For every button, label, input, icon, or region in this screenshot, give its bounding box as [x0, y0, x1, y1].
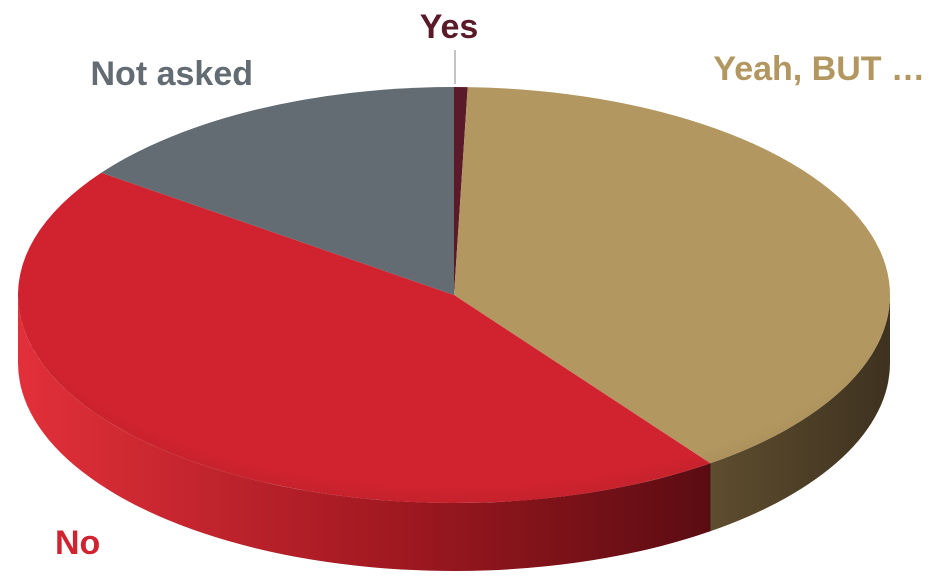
pie-sides [18, 295, 890, 571]
pie-side-no [18, 295, 711, 571]
data-label-yeah-but: Yeah, BUT … [713, 50, 925, 88]
data-label-no: No [55, 524, 100, 562]
pie-tops [17, 86, 891, 504]
pie-top-rim-shade [18, 87, 890, 503]
pie-side-yeah-but [710, 295, 890, 532]
pie-labels: Yes Yeah, BUT … No Not asked [55, 8, 925, 562]
data-label-yes: Yes [420, 8, 479, 46]
data-label-not-asked: Not asked [91, 55, 254, 93]
